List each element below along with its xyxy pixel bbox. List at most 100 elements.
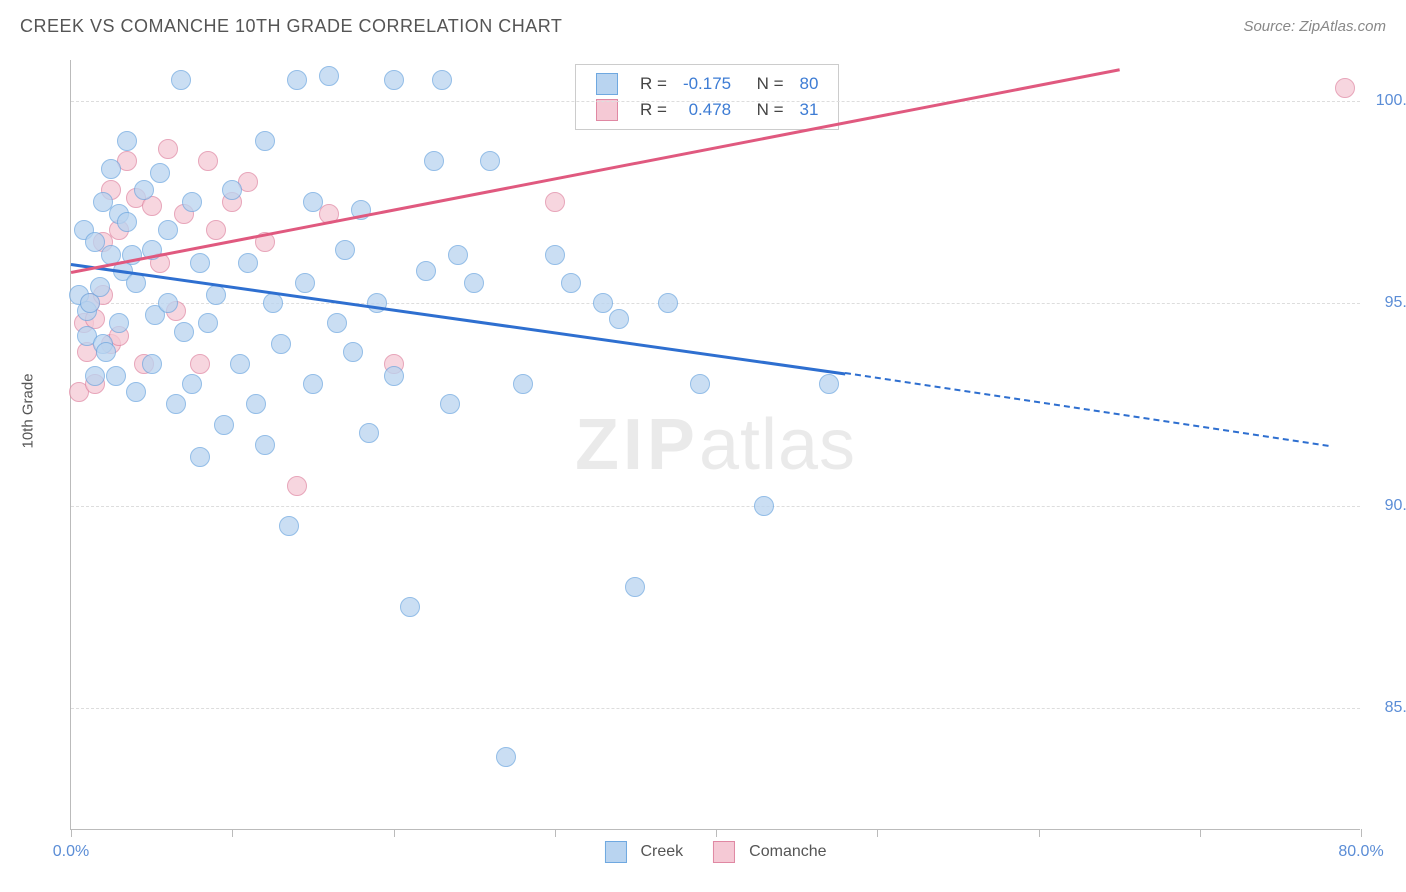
scatter-point-creek	[255, 131, 275, 151]
y-axis-label: 10th Grade	[20, 373, 37, 448]
scatter-point-creek	[198, 313, 218, 333]
x-tick	[71, 829, 72, 837]
scatter-point-creek	[222, 180, 242, 200]
scatter-point-comanche	[206, 220, 226, 240]
scatter-point-creek	[819, 374, 839, 394]
x-tick	[555, 829, 556, 837]
swatch-comanche-bottom	[713, 841, 735, 863]
x-tick	[1361, 829, 1362, 837]
scatter-point-creek	[117, 131, 137, 151]
chart-title: CREEK VS COMANCHE 10TH GRADE CORRELATION…	[20, 16, 562, 37]
scatter-point-creek	[384, 366, 404, 386]
legend-row-creek: R = -0.175 N = 80	[588, 71, 826, 97]
scatter-point-creek	[263, 293, 283, 313]
scatter-point-creek	[190, 253, 210, 273]
scatter-point-creek	[367, 293, 387, 313]
series-legend: Creek Comanche	[604, 841, 826, 863]
source-credit: Source: ZipAtlas.com	[1243, 18, 1386, 35]
scatter-point-creek	[432, 70, 452, 90]
scatter-point-creek	[754, 496, 774, 516]
scatter-point-comanche	[287, 476, 307, 496]
scatter-point-creek	[448, 245, 468, 265]
x-tick	[716, 829, 717, 837]
scatter-point-creek	[166, 394, 186, 414]
scatter-point-creek	[96, 342, 116, 362]
x-tick	[232, 829, 233, 837]
y-tick-label: 100.0%	[1376, 92, 1406, 110]
scatter-point-creek	[106, 366, 126, 386]
scatter-point-creek	[303, 374, 323, 394]
correlation-legend: R = -0.175 N = 80 R = 0.478 N = 31	[575, 64, 839, 130]
scatter-point-creek	[416, 261, 436, 281]
scatter-point-creek	[90, 277, 110, 297]
gridline	[71, 708, 1360, 709]
scatter-point-creek	[117, 212, 137, 232]
scatter-point-creek	[142, 354, 162, 374]
scatter-point-creek	[496, 747, 516, 767]
gridline	[71, 506, 1360, 507]
scatter-point-creek	[400, 597, 420, 617]
scatter-point-creek	[384, 70, 404, 90]
scatter-point-creek	[158, 293, 178, 313]
y-tick-label: 85.0%	[1385, 699, 1406, 717]
scatter-point-creek	[343, 342, 363, 362]
watermark: ZIPatlas	[575, 404, 856, 486]
scatter-point-creek	[134, 180, 154, 200]
scatter-point-creek	[171, 70, 191, 90]
scatter-point-creek	[424, 151, 444, 171]
scatter-point-creek	[85, 366, 105, 386]
scatter-point-creek	[279, 516, 299, 536]
scatter-point-creek	[464, 273, 484, 293]
scatter-point-comanche	[1335, 78, 1355, 98]
y-tick-label: 90.0%	[1385, 497, 1406, 515]
scatter-chart: ZIPatlas R = -0.175 N = 80 R = 0.478 N =…	[70, 60, 1360, 830]
n-value-comanche: 31	[800, 100, 819, 119]
scatter-point-creek	[101, 159, 121, 179]
scatter-point-creek	[158, 220, 178, 240]
scatter-point-creek	[206, 285, 226, 305]
legend-item-comanche: Comanche	[713, 841, 826, 863]
scatter-point-creek	[303, 192, 323, 212]
trend-line	[71, 263, 845, 375]
scatter-point-creek	[295, 273, 315, 293]
scatter-point-creek	[174, 322, 194, 342]
x-tick	[1039, 829, 1040, 837]
scatter-point-comanche	[198, 151, 218, 171]
scatter-point-creek	[109, 313, 129, 333]
scatter-point-creek	[561, 273, 581, 293]
scatter-point-creek	[271, 334, 291, 354]
scatter-point-creek	[690, 374, 710, 394]
scatter-point-creek	[609, 309, 629, 329]
n-value-creek: 80	[800, 74, 819, 93]
scatter-point-comanche	[190, 354, 210, 374]
scatter-point-creek	[255, 435, 275, 455]
scatter-point-comanche	[545, 192, 565, 212]
scatter-point-creek	[593, 293, 613, 313]
trend-line-dashed	[845, 372, 1329, 447]
swatch-creek	[596, 73, 618, 95]
swatch-creek-bottom	[604, 841, 626, 863]
scatter-point-creek	[319, 66, 339, 86]
x-tick	[877, 829, 878, 837]
scatter-point-creek	[359, 423, 379, 443]
scatter-point-creek	[327, 313, 347, 333]
scatter-point-creek	[625, 577, 645, 597]
swatch-comanche	[596, 99, 618, 121]
scatter-point-creek	[230, 354, 250, 374]
scatter-point-creek	[246, 394, 266, 414]
scatter-point-creek	[190, 447, 210, 467]
scatter-point-creek	[545, 245, 565, 265]
scatter-point-creek	[126, 273, 146, 293]
x-tick	[1200, 829, 1201, 837]
y-tick-label: 95.0%	[1385, 294, 1406, 312]
x-tick-label: 80.0%	[1338, 843, 1383, 861]
chart-header: CREEK VS COMANCHE 10TH GRADE CORRELATION…	[20, 16, 1386, 37]
r-value-comanche: 0.478	[689, 100, 732, 119]
scatter-point-creek	[513, 374, 533, 394]
scatter-point-creek	[126, 382, 146, 402]
x-tick	[394, 829, 395, 837]
scatter-point-creek	[238, 253, 258, 273]
r-value-creek: -0.175	[683, 74, 731, 93]
scatter-point-creek	[287, 70, 307, 90]
scatter-point-creek	[214, 415, 234, 435]
